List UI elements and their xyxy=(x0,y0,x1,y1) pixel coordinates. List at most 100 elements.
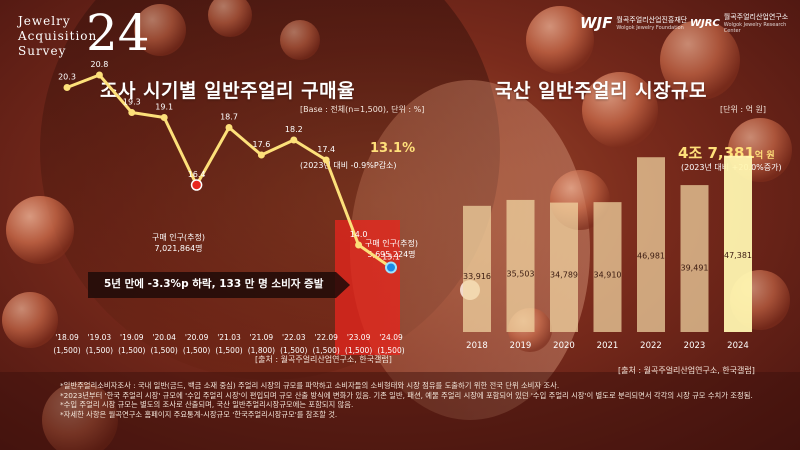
x-tick-label: '22.03 xyxy=(282,333,306,342)
bar-value-label: 47,381 xyxy=(724,251,752,260)
line-point xyxy=(63,84,71,91)
x-tick-sublabel: (1,500) xyxy=(53,346,80,355)
right-highlight-suffix: 억 원 xyxy=(754,151,775,161)
right-chart-title: 국산 일반주얼리 시장규모 xyxy=(495,80,708,102)
x-tick-label: '19.09 xyxy=(120,333,144,342)
org-sub: Wolgok Jewelry Foundation xyxy=(616,25,684,31)
x-tick-sublabel: (1,500) xyxy=(118,346,145,355)
point-label: 13.1 xyxy=(382,253,400,262)
left-highlight-sub: (2023년 대비 -0.9%P감소) xyxy=(300,161,397,170)
annotation-label: 구매 인구(추정) xyxy=(365,239,418,248)
org-wjrc: WJRC 월곡주얼리산업연구소 Wolgok Jewelry Research … xyxy=(690,10,800,36)
x-tick-label: '20.09 xyxy=(185,333,209,342)
point-label: 17.4 xyxy=(317,145,335,154)
footnote: *수입 주얼리 시장 규모는 별도의 조사로 산출되며, 국산 일반주얼리시장규… xyxy=(60,400,354,409)
bar-category-label: 2023 xyxy=(684,341,706,351)
right-source: [출처 : 월곡주얼리산업연구소, 한국갤럽] xyxy=(618,366,755,375)
purchase-population-2020: 구매 인구(추정) 7,021,864명 xyxy=(152,232,205,254)
market-bar xyxy=(463,205,491,332)
x-tick-sublabel: (1,500) xyxy=(345,346,372,355)
wjf-logo-mark: WJF xyxy=(580,14,613,32)
x-tick-label: '21.03 xyxy=(217,333,241,342)
bar-value-label: 34,910 xyxy=(594,270,622,279)
bar-category-label: 2024 xyxy=(727,341,749,351)
survey-logo-number: 24 xyxy=(86,4,150,62)
line-point xyxy=(160,114,168,121)
line-point xyxy=(322,156,330,164)
line-point xyxy=(190,179,203,191)
survey-logo-words: Jewelry Acquisition Survey xyxy=(18,14,97,59)
x-tick-sublabel: (1,500) xyxy=(183,346,210,355)
line-point xyxy=(385,261,397,274)
x-tick-label: '23.09 xyxy=(347,333,371,342)
bar-value-label: 39,491 xyxy=(681,263,709,272)
x-tick-sublabel: (1,500) xyxy=(215,346,242,355)
bar-value-label: 35,503 xyxy=(507,270,535,279)
left-base-note: [Base : 전체(n=1,500), 단위 : %] xyxy=(300,105,425,114)
point-label: 18.2 xyxy=(285,125,303,134)
market-bar xyxy=(680,185,709,332)
market-bar xyxy=(724,155,752,332)
point-label: 19.3 xyxy=(123,98,141,107)
bar-category-label: 2022 xyxy=(640,341,662,351)
logo-word: Survey xyxy=(18,44,67,58)
point-label: 18.7 xyxy=(220,113,238,122)
bar-category-label: 2020 xyxy=(553,341,575,351)
market-bar xyxy=(593,202,622,332)
point-label: 16.4 xyxy=(188,170,206,179)
annotation-label: 구매 인구(추정) xyxy=(152,233,205,242)
market-bar xyxy=(506,199,535,332)
annotation-value: 5,695,224명 xyxy=(367,250,416,259)
line-point xyxy=(290,136,298,144)
wjrc-logo-mark: WJRC xyxy=(690,17,720,29)
x-tick-sublabel: (1,800) xyxy=(248,346,275,355)
point-label: 17.6 xyxy=(252,140,270,149)
x-tick-sublabel: (1,500) xyxy=(377,346,404,355)
purchase-population-2024: 구매 인구(추정) 5,695,224명 xyxy=(365,238,418,260)
logo-word: Jewelry xyxy=(18,14,71,28)
bar-value-label: 34,789 xyxy=(550,271,578,280)
annotation-value: 7,021,864명 xyxy=(154,244,203,253)
x-tick-label: '22.09 xyxy=(314,333,338,342)
x-tick-label: '19.03 xyxy=(88,333,112,342)
point-label: 19.1 xyxy=(155,103,173,112)
org-name: 월곡주얼리산업진흥재단 xyxy=(616,16,688,24)
market-bar xyxy=(637,157,665,332)
org-name: 월곡주얼리산업연구소 xyxy=(723,13,789,21)
point-label: 14.0 xyxy=(350,230,368,239)
x-tick-label: '24.09 xyxy=(379,333,403,342)
line-point xyxy=(225,124,233,131)
bar-category-label: 2018 xyxy=(466,341,488,351)
footnote: *2023년부터 '한국 주얼리 시장' 규모에 '수입 주얼리 시장'이 편입… xyxy=(60,390,753,400)
footnotes: *일반주얼리소비자조사 : 국내 일반(금드, 백금 소재 중심) 주얼리 시장… xyxy=(60,381,753,419)
org-sub: Wolgok Jewelry Research Center xyxy=(723,22,787,34)
decline-banner xyxy=(88,272,350,298)
bar-value-label: 46,981 xyxy=(637,252,665,261)
bar-category-label: 2019 xyxy=(510,341,532,351)
x-tick-label: '20.04 xyxy=(152,333,176,342)
line-point xyxy=(355,241,363,249)
market-bar xyxy=(550,202,578,332)
logo-word: Acquisition xyxy=(18,29,98,43)
right-unit-note: [단위 : 억 원] xyxy=(720,105,767,114)
x-tick-label: '21.09 xyxy=(250,333,274,342)
footnote: *일반주얼리소비자조사 : 국내 일반(금드, 백금 소재 중심) 주얼리 시장… xyxy=(60,381,560,390)
x-tick-sublabel: (1,500) xyxy=(280,346,307,355)
line-point xyxy=(257,151,265,159)
footnote: *자세한 사항은 월곡연구소 홈페이지 주요통계-시장규모 '한국주얼리시장규모… xyxy=(60,409,338,419)
x-tick-label: '18.09 xyxy=(55,333,79,342)
decline-banner-text: 5년 만에 -3.3%p 하락, 133 만 명 소비자 증발 xyxy=(104,278,324,290)
left-source: [출처 : 월곡주얼리산업연구소, 한국갤럽] xyxy=(255,355,392,364)
point-label: 20.8 xyxy=(90,60,108,69)
line-point xyxy=(128,109,136,116)
bar-value-label: 33,916 xyxy=(463,272,491,281)
left-chart-title: 조사 시기별 일반주얼리 구매율 xyxy=(100,80,356,102)
x-tick-sublabel: (1,500) xyxy=(151,346,178,355)
line-point xyxy=(95,71,103,79)
bar-category-label: 2021 xyxy=(597,341,619,351)
point-label: 20.3 xyxy=(58,73,76,82)
left-highlight-value: 13.1% xyxy=(370,141,416,156)
x-tick-sublabel: (1,500) xyxy=(313,346,340,355)
